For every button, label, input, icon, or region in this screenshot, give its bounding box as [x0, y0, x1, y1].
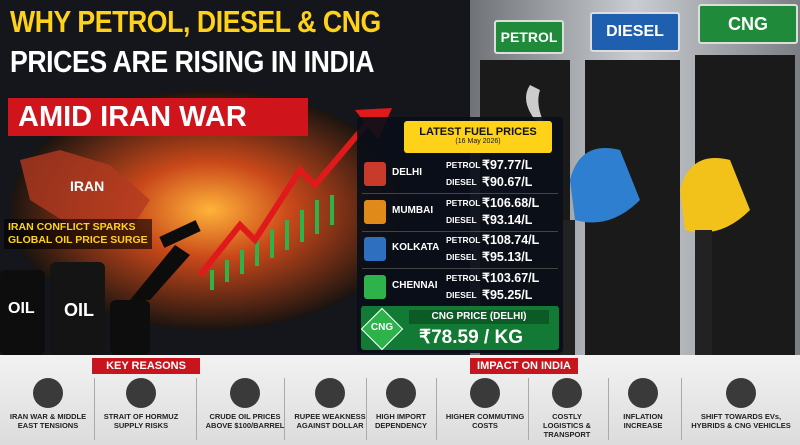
fuel-label: DIESEL — [446, 214, 477, 225]
item-text: CRUDE OIL PRICES ABOVE $100/BARREL — [205, 412, 285, 430]
item-icon — [33, 378, 63, 408]
price-header: LATEST FUEL PRICES (16 May 2026) — [404, 121, 552, 153]
city-name: CHENNAI — [392, 279, 438, 291]
city-name: DELHI — [392, 167, 422, 178]
divider — [528, 378, 529, 440]
city-row: CHENNAI PETROL ₹103.67/L DIESEL ₹95.25/L — [362, 268, 558, 307]
item-icon — [552, 378, 582, 408]
item-icon — [628, 378, 658, 408]
cng-title: CNG PRICE (DELHI) — [409, 310, 549, 324]
city-icon — [364, 162, 386, 186]
callout: IRAN CONFLICT SPARKS GLOBAL OIL PRICE SU… — [4, 219, 152, 249]
barrel-label: OIL — [8, 300, 35, 317]
item-text: STRAIT OF HORMUZ SUPPLY RISKS — [103, 412, 179, 430]
pump-label: PETROL — [494, 20, 564, 54]
city-icon — [364, 199, 386, 224]
item-text: INFLATION INCREASE — [623, 412, 663, 430]
divider — [608, 378, 609, 440]
divider — [681, 378, 682, 440]
fuel-label: PETROL — [446, 160, 481, 170]
callout-line: IRAN CONFLICT SPARKS — [8, 221, 136, 233]
city-row: KOLKATA PETROL ₹108.74/L DIESEL ₹95.13/L — [362, 230, 558, 269]
barrel-label: OIL — [64, 300, 94, 320]
divider — [284, 378, 285, 440]
fuel-label: PETROL — [446, 235, 481, 245]
item-text: COSTLY LOGISTICS & TRANSPORT — [543, 412, 591, 439]
fuel-price: ₹103.67/L — [482, 270, 540, 285]
cng-badge: CNG — [370, 322, 394, 333]
city-row: DELHI PETROL ₹97.77/L DIESEL ₹90.67/L — [362, 155, 558, 194]
item-text: SHIFT TOWARDS EVs, HYBRIDS & CNG VEHICLE… — [691, 412, 791, 430]
city-row: MUMBAI PETROL ₹106.68/L DIESEL ₹93.14/L — [362, 193, 558, 232]
pump-label: DIESEL — [590, 12, 680, 52]
item-icon — [726, 378, 756, 408]
title-line: WHY PETROL, DIESEL & CNG — [10, 4, 381, 39]
callout-line: GLOBAL OIL PRICE SURGE — [8, 234, 148, 246]
pump-label: CNG — [698, 4, 798, 44]
divider — [94, 378, 95, 440]
city-icon — [364, 274, 386, 299]
city-icon — [364, 237, 386, 261]
cng-box: CNG CNG PRICE (DELHI) ₹78.59 / KG — [360, 306, 559, 351]
fuel-price: ₹95.25/L — [482, 287, 533, 302]
item-text: HIGHER COMMUTING COSTS — [445, 412, 525, 430]
price-date: (16 May 2026) — [455, 138, 501, 145]
fuel-price: ₹106.68/L — [482, 195, 540, 210]
map-label: IRAN — [70, 178, 105, 194]
fuel-price: ₹97.77/L — [482, 158, 533, 172]
fuel-label: PETROL — [446, 197, 481, 208]
cng-price: ₹78.59 / KG — [419, 327, 523, 348]
banner: AMID IRAN WAR — [8, 98, 308, 136]
divider — [436, 378, 437, 440]
city-name: KOLKATA — [392, 242, 440, 253]
item-text: RUPEE WEAKNESS AGAINST DOLLAR — [294, 412, 366, 430]
item-icon — [126, 378, 156, 408]
section-title: IMPACT ON INDIA — [470, 358, 578, 374]
price-title: LATEST FUEL PRICES — [419, 126, 537, 138]
item-icon — [386, 378, 416, 408]
city-name: MUMBAI — [392, 204, 434, 216]
divider — [366, 378, 367, 440]
fuel-label: DIESEL — [446, 289, 477, 300]
item-text: IRAN WAR & MIDDLE EAST TENSIONS — [9, 412, 87, 430]
fuel-price: ₹108.74/L — [482, 233, 540, 247]
section-title: KEY REASONS — [92, 358, 200, 374]
fuel-price: ₹90.67/L — [482, 175, 533, 189]
item-icon — [230, 378, 260, 408]
fuel-label: DIESEL — [446, 252, 477, 262]
fuel-price: ₹93.14/L — [482, 212, 533, 227]
fuel-label: PETROL — [446, 272, 481, 283]
title-line: PRICES ARE RISING IN INDIA — [10, 44, 375, 79]
fuel-price: ₹95.13/L — [482, 250, 533, 264]
item-icon — [470, 378, 500, 408]
fuel-label: DIESEL — [446, 177, 477, 187]
item-text: HIGH IMPORT DEPENDENCY — [374, 412, 428, 430]
divider — [196, 378, 197, 440]
scene — [0, 0, 800, 355]
item-icon — [315, 378, 345, 408]
